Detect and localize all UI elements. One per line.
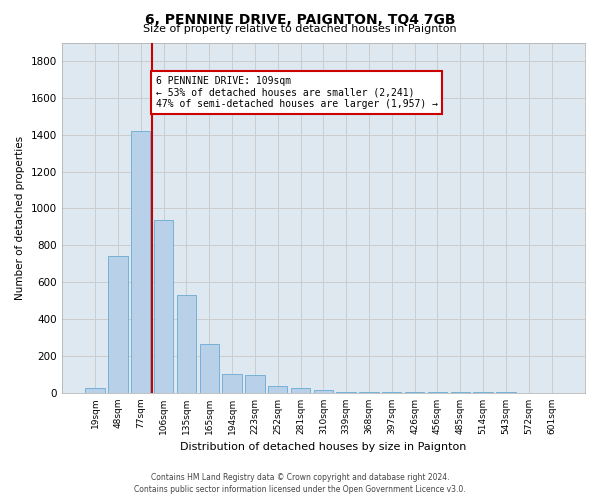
Bar <box>337 392 356 393</box>
Bar <box>108 256 128 393</box>
Text: Contains HM Land Registry data © Crown copyright and database right 2024.
Contai: Contains HM Land Registry data © Crown c… <box>134 472 466 494</box>
Text: 6 PENNINE DRIVE: 109sqm
← 53% of detached houses are smaller (2,241)
47% of semi: 6 PENNINE DRIVE: 109sqm ← 53% of detache… <box>155 76 437 109</box>
Bar <box>200 344 219 393</box>
Bar <box>428 392 447 393</box>
Bar <box>85 388 105 393</box>
Bar <box>245 376 265 393</box>
Bar <box>314 390 333 393</box>
Bar <box>382 392 401 393</box>
Bar <box>451 392 470 393</box>
Bar <box>268 386 287 393</box>
Bar <box>473 392 493 393</box>
Bar <box>496 392 515 393</box>
Bar <box>359 392 379 393</box>
Bar <box>131 131 151 393</box>
Text: 6, PENNINE DRIVE, PAIGNTON, TQ4 7GB: 6, PENNINE DRIVE, PAIGNTON, TQ4 7GB <box>145 12 455 26</box>
Bar <box>177 295 196 393</box>
Text: Size of property relative to detached houses in Paignton: Size of property relative to detached ho… <box>143 24 457 34</box>
Bar <box>154 220 173 393</box>
Bar <box>405 392 424 393</box>
Bar <box>223 374 242 393</box>
Y-axis label: Number of detached properties: Number of detached properties <box>15 136 25 300</box>
Bar <box>291 388 310 393</box>
X-axis label: Distribution of detached houses by size in Paignton: Distribution of detached houses by size … <box>180 442 467 452</box>
